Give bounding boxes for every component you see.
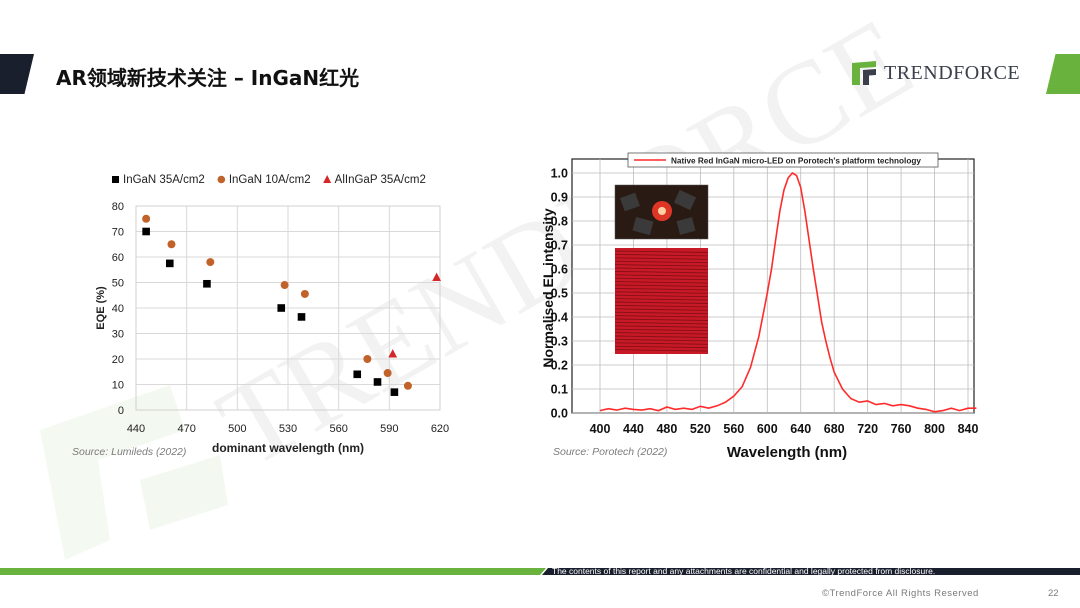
y-tick-label: 70	[112, 227, 124, 239]
y-tick-label: 0.3	[551, 335, 568, 349]
data-point-square	[165, 259, 174, 268]
chart-grid	[135, 205, 441, 411]
legend-label: InGaN 35A/cm2	[123, 174, 205, 186]
legend-marker-square	[112, 176, 119, 183]
y-tick-label: 0.5	[551, 287, 568, 301]
y-tick-label: 50	[112, 278, 124, 290]
eqe-scatter-chart: InGaN 35A/cm2 InGaN 10A/cm2 AlInGaP 35A/cm…	[95, 174, 449, 455]
x-tick-labels: 440 470 500 530 560 590 620	[127, 423, 449, 435]
chart-legend: InGaN 35A/cm2 InGaN 10A/cm2 AlInGaP 35A/cm…	[112, 174, 426, 186]
y-axis-label: Normalised EL intensity	[540, 208, 556, 367]
x-tick-label: 470	[177, 423, 195, 435]
page-number: 22	[1048, 588, 1059, 599]
trendforce-logo: TRENDFORCE	[852, 60, 1020, 86]
data-point-square	[353, 370, 362, 379]
y-tick-label: 0.7	[551, 239, 568, 253]
y-tick-label: 20	[112, 354, 124, 366]
data-point-square	[277, 304, 286, 312]
copyright: ©TrendForce All Rights Reserved	[822, 588, 979, 599]
x-tick-label: 530	[279, 423, 297, 435]
data-point-circle	[300, 289, 309, 298]
x-tick-label: 480	[656, 422, 677, 436]
x-tick-label: 760	[891, 422, 912, 436]
x-tick-label: 440	[623, 422, 644, 436]
y-tick-label: 0.1	[551, 383, 568, 397]
y-tick-labels: 0 10 20 30 40 50 60 70 80	[112, 201, 124, 417]
x-tick-label: 640	[790, 422, 811, 436]
x-axis-label: dominant wavelength (nm)	[212, 441, 364, 455]
data-point-circle	[206, 258, 215, 267]
data-point-triangle	[432, 272, 442, 281]
header-left-tab	[0, 54, 34, 94]
y-tick-label: 0.6	[551, 263, 568, 277]
el-spectrum-chart: 0.0 0.1 0.2 0.3 0.4 0.5 0.6 0.7 0.8 0.9 1.0 400 440…	[540, 152, 979, 461]
data-point-circle	[383, 369, 392, 378]
y-tick-label: 0.9	[551, 191, 568, 205]
y-tick-label: 30	[112, 329, 124, 341]
x-tick-label: 560	[329, 423, 347, 435]
x-tick-label: 500	[228, 423, 246, 435]
logo-text: TRENDFORCE	[884, 61, 1021, 84]
y-tick-label: 0.4	[551, 311, 568, 325]
data-point-square	[297, 313, 306, 321]
source-left: Source: Lumileds (2022)	[72, 446, 187, 458]
y-tick-label: 60	[112, 252, 124, 264]
legend-marker-triangle	[323, 175, 332, 183]
x-tick-label: 620	[431, 423, 449, 435]
x-axis-label: Wavelength (nm)	[727, 444, 847, 461]
x-tick-label: 840	[958, 422, 979, 436]
spectrum-line	[599, 171, 977, 413]
legend-label: Native Red InGaN micro-LED on Porotech's…	[671, 157, 921, 166]
x-tick-label: 800	[924, 422, 945, 436]
y-tick-label: 40	[112, 303, 124, 315]
inset-device-photo	[614, 184, 709, 240]
data-point-circle	[142, 214, 151, 223]
chart-legend: Native Red InGaN micro-LED on Porotech's…	[627, 152, 939, 168]
x-tick-label: 560	[723, 422, 744, 436]
header-right-tab	[1046, 54, 1080, 94]
data-points	[142, 214, 442, 396]
confidentiality-notice: The contents of this report and any atta…	[552, 566, 936, 576]
x-tick-label: 680	[824, 422, 845, 436]
data-point-triangle	[388, 349, 398, 358]
y-axis-label: EQE (%)	[95, 286, 107, 330]
x-tick-label: 590	[380, 423, 398, 435]
y-tick-label: 0.8	[551, 215, 568, 229]
data-point-square	[203, 279, 211, 288]
trendforce-logo-icon	[852, 61, 876, 85]
x-tick-label: 720	[857, 422, 878, 436]
legend-marker-circle	[217, 175, 226, 184]
legend-label: AlInGaP 35A/cm2	[335, 174, 426, 186]
spectrum-path	[599, 171, 977, 413]
data-point-circle	[363, 355, 372, 363]
inset-pixel-array	[614, 248, 709, 354]
data-point-square	[142, 227, 150, 236]
y-tick-label: 0.0	[551, 407, 568, 421]
data-point-circle	[403, 381, 412, 390]
y-tick-label: 1.0	[551, 167, 568, 181]
x-tick-label: 520	[690, 422, 711, 436]
x-tick-label: 440	[127, 423, 145, 435]
y-tick-label: 80	[112, 201, 124, 213]
data-point-square	[373, 378, 382, 386]
x-tick-labels: 400 440 480 520 560 600 640 680 720 760 800 840	[590, 422, 979, 436]
source-right: Source: Porotech (2022)	[553, 446, 668, 458]
plot-area	[135, 205, 441, 411]
footer-bar	[0, 568, 1080, 575]
legend-label: InGaN 10A/cm2	[229, 174, 311, 186]
x-tick-label: 400	[590, 422, 611, 436]
y-tick-label: 0	[118, 405, 124, 417]
data-point-circle	[280, 281, 289, 290]
page-title: AR领域新技术关注 – InGaN红光	[56, 66, 360, 90]
x-tick-label: 600	[757, 422, 778, 436]
y-tick-label: 0.2	[551, 359, 568, 373]
y-tick-labels: 0.0 0.1 0.2 0.3 0.4 0.5 0.6 0.7 0.8 0.9 1.0	[551, 167, 568, 421]
data-point-square	[390, 388, 399, 396]
y-tick-label: 10	[112, 380, 124, 392]
data-point-circle	[167, 240, 176, 249]
